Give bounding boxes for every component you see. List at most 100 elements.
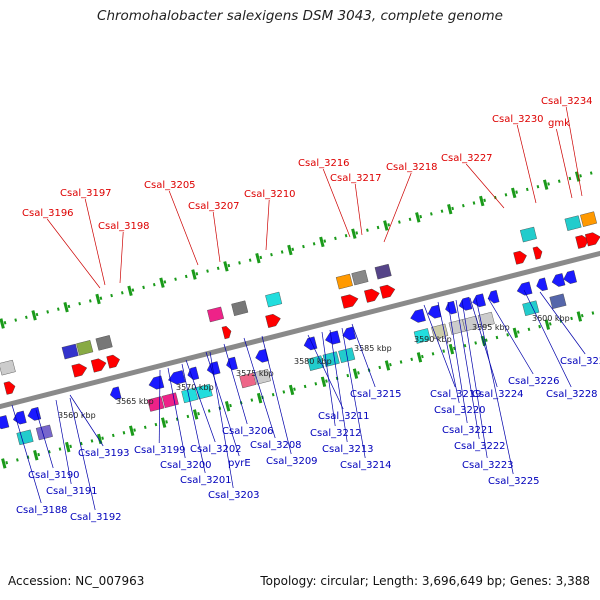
reverse-gene-label[interactable]: Csal_3226 [508, 376, 560, 387]
lower-feature-box[interactable] [477, 311, 495, 328]
reverse-gene-arrow[interactable] [187, 366, 200, 381]
reverse-gene-label[interactable]: Csal_3203 [208, 490, 260, 501]
forward-gene-label[interactable]: Csal_3196 [22, 208, 74, 219]
forward-gene-label[interactable]: Csal_3198 [98, 221, 150, 232]
upper-feature-box[interactable] [580, 211, 598, 227]
forward-gene-label[interactable]: Csal_3217 [330, 173, 382, 184]
reverse-gene-arrow[interactable] [109, 386, 122, 400]
lower-feature-box[interactable] [253, 368, 271, 385]
lower-feature-box[interactable] [239, 372, 257, 389]
upper-feature-box[interactable] [231, 300, 249, 317]
reverse-gene-label[interactable]: Csal_3201 [180, 475, 232, 486]
reverse-gene-label[interactable]: Csal_3221 [442, 425, 494, 436]
forward-gene-label[interactable]: Csal_3197 [60, 188, 112, 199]
reverse-gene-label[interactable]: Csal_3202 [190, 444, 242, 455]
lower-feature-box[interactable] [549, 293, 567, 310]
reverse-gene-arrow[interactable] [536, 277, 548, 292]
reverse-gene-arrow[interactable] [255, 348, 269, 363]
reverse-gene-label[interactable]: Csal_3219 [430, 389, 482, 400]
forward-gene-arrow[interactable] [364, 288, 380, 303]
reverse-gene-arrow[interactable] [303, 336, 318, 351]
reverse-gene-arrow[interactable] [445, 300, 457, 315]
tick-mark [1, 458, 7, 469]
forward-gene-label[interactable]: Csal_3230 [492, 114, 544, 125]
reverse-gene-label[interactable]: Csal_3193 [78, 448, 130, 459]
reverse-gene-arrow[interactable] [410, 308, 426, 323]
lower-feature-box[interactable] [16, 429, 34, 446]
reverse-gene-label[interactable]: Csal_3188 [16, 505, 68, 516]
forward-gene-arrow[interactable] [513, 250, 527, 265]
reverse-gene-label[interactable]: Csal_3213 [322, 444, 374, 455]
reverse-gene-arrow[interactable] [0, 415, 10, 430]
upper-feature-box[interactable] [351, 269, 369, 286]
reverse-gene-label[interactable]: Csal_3209 [266, 456, 318, 467]
reverse-gene-label[interactable]: Csal_3212 [310, 428, 362, 439]
forward-gene-label[interactable]: Csal_3210 [244, 189, 296, 200]
lower-feature-box[interactable] [161, 392, 179, 409]
reverse-gene-arrow[interactable] [563, 270, 577, 284]
reverse-gene-label[interactable]: Csal_3191 [46, 486, 98, 497]
upper-feature-box[interactable] [0, 359, 16, 376]
reverse-gene-label[interactable]: Csal_3224 [472, 389, 524, 400]
reverse-gene-label[interactable]: Csal_3199 [134, 445, 186, 456]
reverse-gene-arrow[interactable] [148, 375, 165, 390]
forward-gene-arrow[interactable] [340, 294, 359, 309]
forward-gene-arrow[interactable] [532, 246, 543, 260]
upper-feature-box[interactable] [519, 226, 537, 243]
reverse-gene-label[interactable]: Csal_3222 [454, 441, 506, 452]
forward-gene-arrow[interactable] [3, 381, 16, 395]
reverse-gene-arrow[interactable] [27, 406, 42, 421]
reverse-gene-arrow[interactable] [472, 293, 486, 308]
reverse-gene-arrow[interactable] [325, 330, 341, 345]
forward-gene-arrow[interactable] [265, 313, 281, 328]
reverse-gene-label[interactable]: Csal_3208 [250, 440, 302, 451]
upper-feature-box[interactable] [95, 335, 113, 351]
reverse-gene-label[interactable]: Csal_3190 [28, 470, 80, 481]
reverse-gene-arrow[interactable] [487, 289, 500, 304]
upper-feature-box[interactable] [374, 263, 392, 280]
reverse-gene-label[interactable]: Csal_3228 [546, 389, 598, 400]
upper-feature-box[interactable] [61, 343, 79, 360]
forward-gene-label[interactable]: Csal_3216 [298, 158, 350, 169]
reverse-gene-arrow[interactable] [516, 281, 533, 296]
forward-gene-label[interactable]: Csal_3205 [144, 180, 196, 191]
forward-gene-arrow[interactable] [90, 358, 107, 373]
forward-gene-arrow[interactable] [71, 363, 88, 378]
forward-gene-arrow[interactable] [106, 354, 120, 369]
forward-gene-arrow[interactable] [221, 325, 232, 340]
upper-feature-box[interactable] [76, 340, 94, 356]
upper-feature-box[interactable] [564, 215, 582, 231]
lower-feature-box[interactable] [413, 328, 431, 344]
reverse-gene-label[interactable]: Csal_3225 [488, 476, 540, 487]
reverse-gene-label[interactable]: Csal_3211 [318, 411, 370, 422]
lower-feature-box[interactable] [195, 383, 213, 400]
reverse-gene-label[interactable]: pyrE [228, 458, 251, 469]
reverse-gene-label[interactable]: Csal_3229 [560, 356, 600, 367]
reverse-gene-arrow[interactable] [13, 410, 27, 425]
upper-feature-box[interactable] [207, 306, 225, 323]
reverse-gene-label[interactable]: Csal_3223 [462, 460, 514, 471]
forward-gene-arrow[interactable] [584, 232, 600, 247]
forward-gene-label[interactable]: gmk [548, 118, 570, 129]
forward-gene-label[interactable]: Csal_3234 [541, 96, 593, 107]
reverse-gene-arrow[interactable] [168, 370, 186, 385]
reverse-gene-arrow[interactable] [226, 356, 238, 371]
reverse-gene-arrow[interactable] [342, 326, 357, 341]
forward-gene-arrow[interactable] [379, 284, 396, 299]
reverse-gene-label[interactable]: Csal_3192 [70, 512, 122, 523]
upper-feature-box[interactable] [335, 273, 353, 290]
reverse-gene-label[interactable]: Csal_3215 [350, 389, 402, 400]
lower-feature-box[interactable] [181, 387, 199, 404]
forward-gene-label[interactable]: Csal_3227 [441, 153, 493, 164]
reverse-gene-label[interactable]: Csal_3200 [160, 460, 212, 471]
reverse-gene-label[interactable]: Csal_3214 [340, 460, 392, 471]
upper-feature-box[interactable] [265, 291, 283, 308]
forward-gene-label[interactable]: Csal_3218 [386, 162, 438, 173]
forward-gene-label[interactable]: Csal_3207 [188, 201, 240, 212]
lower-feature-box[interactable] [35, 424, 53, 441]
forward-gene-arrow[interactable] [575, 235, 589, 249]
reverse-gene-label[interactable]: Csal_3220 [434, 405, 486, 416]
reverse-gene-label[interactable]: Csal_3206 [222, 426, 274, 437]
reverse-gene-arrow[interactable] [551, 273, 566, 287]
